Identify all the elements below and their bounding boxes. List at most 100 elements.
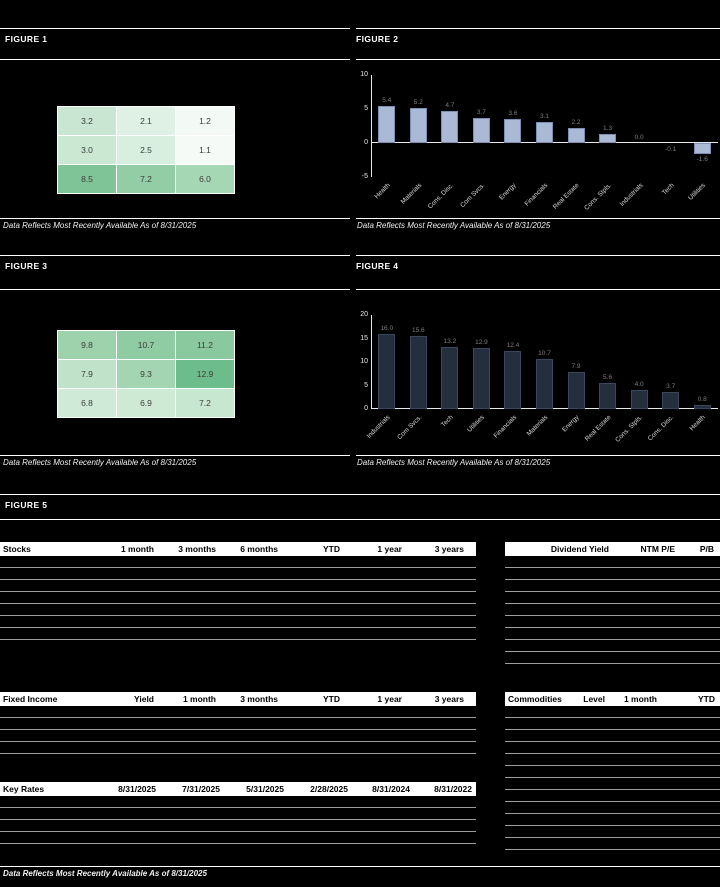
table-header-cell: YTD xyxy=(323,544,340,554)
table-row xyxy=(0,604,476,616)
table-header-row: Dividend Yield NTM P/E P/B xyxy=(505,542,720,556)
heatmap-row: 6.8 6.9 7.2 xyxy=(57,388,235,418)
category-label: Utilities xyxy=(687,182,708,202)
y-axis-tick-label: 5 xyxy=(364,105,368,112)
category-label: Cons. Stpls. xyxy=(614,414,645,444)
fixed-income-table: Fixed Income Yield 1 month 3 months YTD 1 yea… xyxy=(0,692,476,754)
figure2-footer-rule xyxy=(356,218,720,219)
bar-value-label: 5.6 xyxy=(603,373,613,381)
category-label: Materials xyxy=(525,414,550,438)
figure1-title: FIGURE 1 xyxy=(5,34,48,44)
figure1-header-rule-top xyxy=(0,28,350,29)
table-row xyxy=(0,718,476,730)
figure3-title: FIGURE 3 xyxy=(5,261,48,271)
heatmap-cell: 8.5 xyxy=(57,164,117,194)
table-row xyxy=(0,730,476,742)
figure1-footer-rule xyxy=(0,218,350,219)
figure5-header-rule-top xyxy=(0,494,720,495)
category-label: Cons. Disc. xyxy=(647,414,676,443)
bar-value-label: 5.4 xyxy=(382,97,392,105)
heatmap-cell: 3.2 xyxy=(57,106,117,136)
table-header-label: Fixed Income xyxy=(3,694,58,704)
table-row xyxy=(0,568,476,580)
table-row xyxy=(505,556,720,568)
table-row xyxy=(0,820,476,832)
table-header-cell: 3 months xyxy=(240,694,278,704)
category-label: Com Svcs. xyxy=(459,182,487,210)
bar-value-label: 2.2 xyxy=(571,119,581,127)
figure4-header-rule-top xyxy=(356,255,720,256)
bar xyxy=(662,391,680,409)
bar xyxy=(567,128,585,143)
heatmap-row: 3.0 2.5 1.1 xyxy=(57,135,235,165)
bar-value-label: 0.0 xyxy=(634,134,644,141)
table-header-cell: 7/31/2025 xyxy=(182,784,220,794)
table-row xyxy=(505,652,720,664)
heatmap-cell: 1.2 xyxy=(175,106,235,136)
bar-value-label: 5.2 xyxy=(413,98,423,106)
table-header-cell: 6 months xyxy=(240,544,278,554)
bar xyxy=(409,107,427,143)
table-header-cell: 3 years xyxy=(434,694,464,704)
bar xyxy=(441,346,459,409)
table-header-label: Commodities xyxy=(508,694,562,704)
heatmap-cell: 11.2 xyxy=(175,330,235,360)
bar xyxy=(409,335,427,409)
category-label: Tech xyxy=(440,414,455,429)
category-label: Industrials xyxy=(365,414,392,440)
bar-value-label: 15.6 xyxy=(411,326,425,334)
table-row xyxy=(0,616,476,628)
table-row xyxy=(0,592,476,604)
bar-value-label: 16.0 xyxy=(380,324,394,332)
y-axis-tick-label: 10 xyxy=(360,358,368,365)
bar xyxy=(536,121,553,143)
table-row xyxy=(0,742,476,754)
table-header-cell: 5/31/2025 xyxy=(246,784,284,794)
category-label: Cons. Stpls. xyxy=(582,182,613,212)
table-row xyxy=(505,706,720,718)
category-label: Utilities xyxy=(466,414,487,434)
table-header-row: Fixed Income Yield 1 month 3 months YTD 1 yea… xyxy=(0,692,476,706)
bar-value-label: -1.6 xyxy=(696,155,708,163)
valuation-table: Dividend Yield NTM P/E P/B xyxy=(505,542,720,664)
table-row xyxy=(0,796,476,808)
category-label: Real Estate xyxy=(552,182,581,211)
bar-value-label: 12.4 xyxy=(506,341,520,349)
table-header-cell: 1 month xyxy=(182,694,216,704)
heatmap-cell: 10.7 xyxy=(116,330,176,360)
category-label: Tech xyxy=(660,182,676,197)
y-axis-line xyxy=(371,75,372,177)
table-row xyxy=(0,808,476,820)
y-axis-tick-label: -5 xyxy=(361,173,368,180)
table-row xyxy=(0,580,476,592)
heatmap-row: 3.2 2.1 1.2 xyxy=(57,106,235,136)
figure4-caption: Data Reflects Most Recently Available As… xyxy=(357,458,551,467)
table-header-row: Commodities Level 1 month YTD xyxy=(505,692,720,706)
category-label: Energy xyxy=(498,182,518,202)
heatmap-cell: 1.1 xyxy=(175,135,235,165)
heatmap-row: 9.8 10.7 11.2 xyxy=(57,330,235,360)
bar xyxy=(472,348,490,409)
bar xyxy=(378,333,396,409)
y-axis-tick-label: 15 xyxy=(360,334,368,342)
bar-value-label: 3.1 xyxy=(539,112,550,120)
table-header-cell: 1 year xyxy=(377,694,402,704)
category-label: Real Estate xyxy=(583,414,613,443)
bar-value-label: 0.8 xyxy=(697,396,707,404)
bar xyxy=(441,111,459,143)
table-row xyxy=(505,802,720,814)
heatmap-cell: 3.0 xyxy=(57,135,117,165)
key-rates-table: Key Rates 8/31/2025 7/31/2025 5/31/2025 2/28… xyxy=(0,782,476,844)
table-row xyxy=(505,814,720,826)
heatmap-cell: 6.0 xyxy=(175,164,235,194)
table-row xyxy=(505,628,720,640)
bar xyxy=(567,371,585,409)
table-header-cell: Level xyxy=(583,694,605,704)
table-header-cell: NTM P/E xyxy=(640,544,675,554)
bar-value-label: 3.6 xyxy=(508,109,518,117)
table-header-cell: 3 years xyxy=(434,544,464,554)
figure2-header-rule-bottom xyxy=(356,59,720,60)
heatmap-cell: 12.9 xyxy=(175,359,235,389)
category-label: Financials xyxy=(523,182,550,208)
